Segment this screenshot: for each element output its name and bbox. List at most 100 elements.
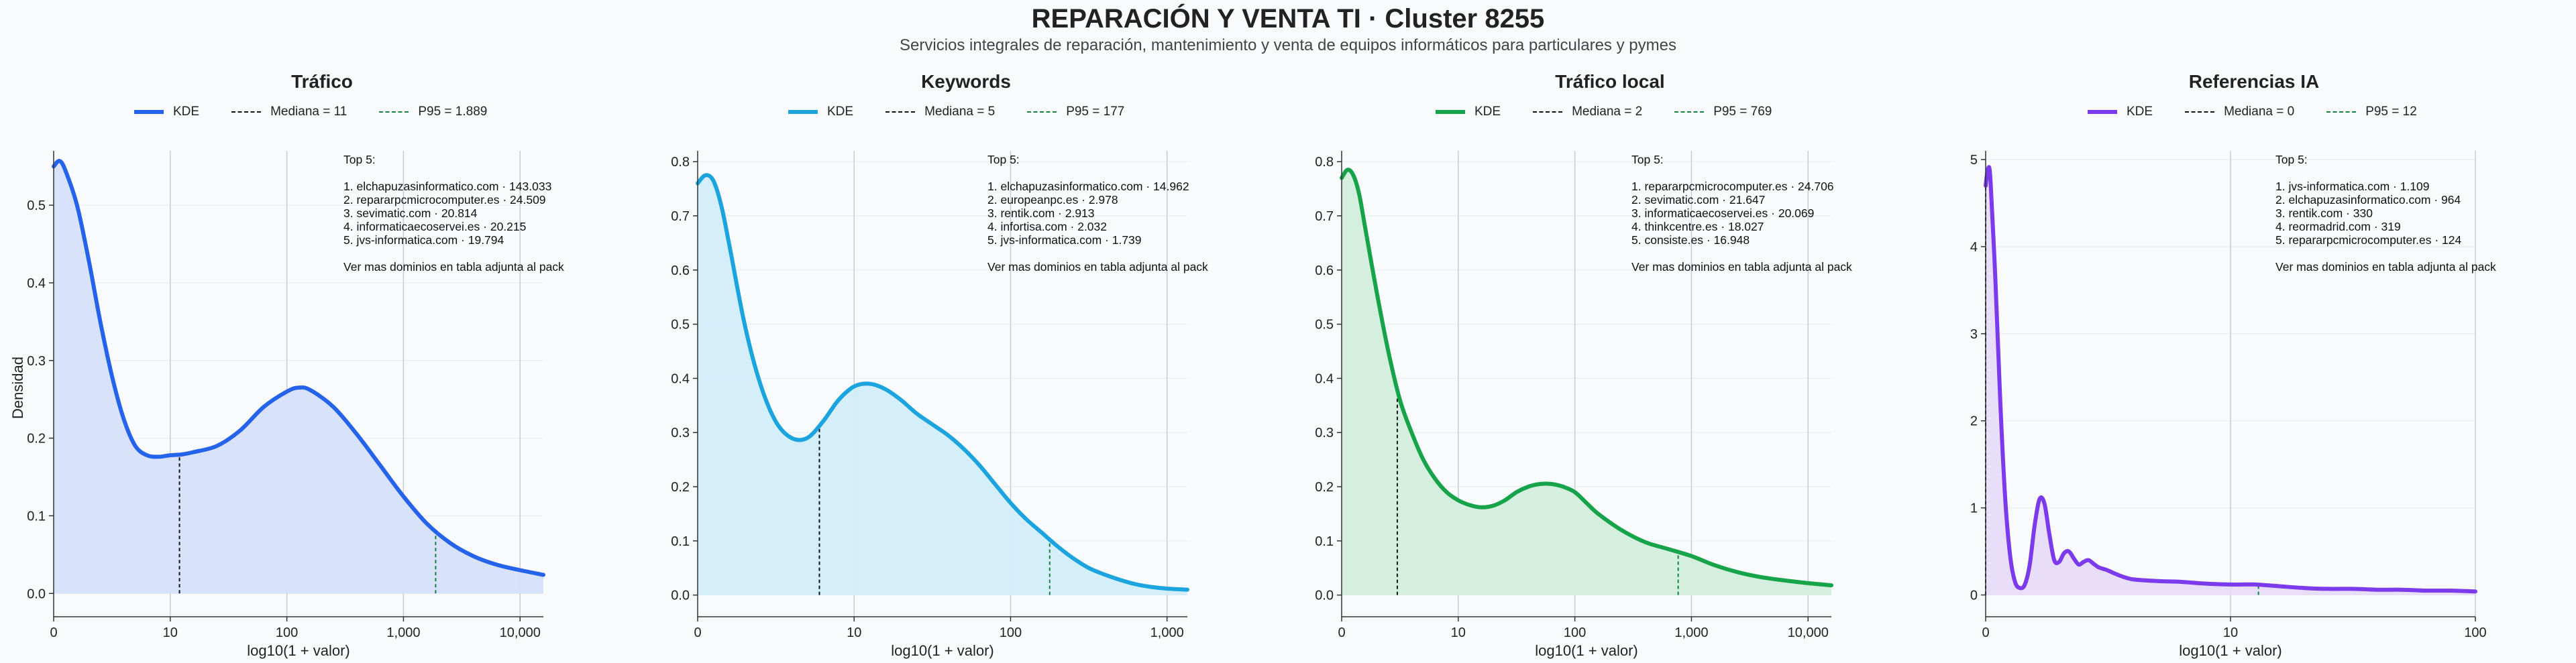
annotation-line: Ver mas dominios en tabla adjunta al pac… <box>987 260 1208 274</box>
x-tick-label: 10,000 <box>1788 625 1829 640</box>
main-title: REPARACIÓN Y VENTA TI · Cluster 8255 <box>1031 4 1545 34</box>
annotation-line: 3. sevimatic.com · 20.814 <box>343 206 478 220</box>
y-tick-label: 0.4 <box>1315 371 1334 386</box>
chart-plot: 0.0 0.1 0.2 0.3 0.4 0.5 0.6 0.7 0.8 0 10 100 1,000 10… <box>1315 151 1852 659</box>
y-tick-label: 0.8 <box>1315 155 1334 170</box>
y-tick-label: 0.1 <box>27 509 46 524</box>
kde-area <box>54 161 543 594</box>
legend-item-p95: P95 = 1.889 <box>379 105 487 119</box>
y-tick-label: 0.7 <box>1315 209 1334 224</box>
legend-p95-label: P95 = 1.889 <box>418 105 488 119</box>
legend-p95-label: P95 = 177 <box>1066 105 1125 119</box>
y-tick-label: 0.3 <box>27 354 46 369</box>
y-tick-label: 5 <box>1970 153 1978 168</box>
x-tick-label: 1,000 <box>1150 625 1184 640</box>
y-tick-label: 0.0 <box>1315 589 1334 603</box>
panel-trafico-local: Tráfico local KDE Mediana = 2 P95 = 769 … <box>1288 67 1932 663</box>
annotation-line: Ver mas dominios en tabla adjunta al pac… <box>343 260 564 274</box>
annotation-line: 5. jvs-informatica.com · 19.794 <box>343 233 504 247</box>
x-tick-label: 10,000 <box>500 625 541 640</box>
legend-item-kde: KDE <box>134 105 199 119</box>
annotation-line: Top 5: <box>343 153 376 166</box>
legend-median-label: Mediana = 11 <box>270 105 347 119</box>
annotation-line: 4. informaticaecoservei.es · 20.215 <box>343 220 526 233</box>
x-tick-label: 0 <box>694 625 701 640</box>
legend-p95-label: P95 = 12 <box>2365 105 2417 119</box>
legend-kde-label: KDE <box>1474 105 1501 119</box>
legend-kde-swatch <box>788 110 818 114</box>
panel-title: Keywords <box>921 71 1011 92</box>
annotation-line: 3. rentik.com · 330 <box>2275 206 2373 220</box>
x-tick-label: 0 <box>50 625 57 640</box>
annotation-line: Top 5: <box>2275 153 2308 166</box>
annotation-line: 1. elchapuzasinformatico.com · 14.962 <box>987 180 1189 193</box>
kde-area <box>698 175 1187 595</box>
legend-kde-swatch <box>134 110 164 114</box>
y-tick-label: 0.1 <box>671 534 690 549</box>
annotation-line: Top 5: <box>1631 153 1664 166</box>
kde-line <box>1984 165 2477 594</box>
annotation-line: 1. jvs-informatica.com · 1.109 <box>2275 180 2430 193</box>
legend: KDE Mediana = 2 P95 = 769 <box>1436 102 1804 122</box>
legend-median-label: Mediana = 5 <box>924 105 996 119</box>
x-tick-label: 100 <box>1000 625 1022 640</box>
annotation-line: 4. thinkcentre.es · 18.027 <box>1631 220 1764 233</box>
legend-item-p95: P95 = 12 <box>2326 105 2417 119</box>
y-tick-label: 0.2 <box>27 432 46 446</box>
x-axis-label: log10(1 + valor) <box>247 642 350 659</box>
y-tick-label: 1 <box>1970 501 1978 516</box>
x-tick-label: 100 <box>1564 625 1586 640</box>
y-tick-label: 0.5 <box>1315 318 1334 333</box>
legend-kde-swatch <box>2088 110 2117 114</box>
legend-kde-label: KDE <box>2127 105 2153 119</box>
x-axis-label: log10(1 + valor) <box>1535 642 1638 659</box>
annotation-line: 4. reormadrid.com · 319 <box>2275 220 2401 233</box>
legend-p95-label: P95 = 769 <box>1713 105 1772 119</box>
legend-median-label: Mediana = 0 <box>2224 105 2295 119</box>
kde-line <box>696 173 1189 592</box>
x-tick-label: 10 <box>1451 625 1466 640</box>
x-tick-label: 0 <box>1982 625 1989 640</box>
panel-title: Tráfico <box>291 71 353 92</box>
chart-plot: 0 1 2 3 4 5 0 10 100 log10(1 + valor) Top 5: 1. jvs… <box>1970 151 2496 659</box>
annotation-line: 1. elchapuzasinformatico.com · 143.033 <box>343 180 551 193</box>
y-tick-label: 0.8 <box>671 155 690 170</box>
x-axis-label: log10(1 + valor) <box>891 642 994 659</box>
panel-title: Tráfico local <box>1555 71 1665 92</box>
legend-median-swatch <box>231 111 262 113</box>
chart-plot: 0.0 0.1 0.2 0.3 0.4 0.5 0.6 0.7 0.8 0 10 100 1,000 lo… <box>671 151 1208 659</box>
annotation-line: 2. repararpcmicrocomputer.es · 24.509 <box>343 193 546 206</box>
legend: KDE Mediana = 5 P95 = 177 <box>788 102 1157 122</box>
panel-trafico: Tráfico KDE Mediana = 11 P95 = 1.889 Den… <box>0 67 644 663</box>
y-tick-label: 2 <box>1970 414 1978 429</box>
annotation-line: Top 5: <box>987 153 1020 166</box>
legend-median-swatch <box>885 111 916 113</box>
y-tick-label: 0.5 <box>27 198 46 213</box>
annotation-line: 5. jvs-informatica.com · 1.739 <box>987 233 1142 247</box>
y-tick-label: 0.2 <box>671 480 690 495</box>
legend-item-median: Mediana = 0 <box>2185 105 2294 119</box>
legend-item-kde: KDE <box>1436 105 1501 119</box>
kde-area <box>1342 170 1831 595</box>
y-tick-label: 3 <box>1970 327 1978 342</box>
legend-item-median: Mediana = 2 <box>1533 105 1642 119</box>
legend-median-swatch <box>2185 111 2215 113</box>
legend-p95-swatch <box>379 111 409 113</box>
y-tick-label: 0 <box>1970 589 1978 603</box>
kde-area <box>1986 167 2475 595</box>
annotation-line: Ver mas dominios en tabla adjunta al pac… <box>1631 260 1852 274</box>
legend-item-kde: KDE <box>2088 105 2153 119</box>
legend-kde-label: KDE <box>827 105 854 119</box>
chart-plot: 0.0 0.1 0.2 0.3 0.4 0.5 0 10 100 1,000 10,000 log10… <box>27 151 564 659</box>
y-tick-label: 0.3 <box>671 426 690 440</box>
y-tick-label: 0.4 <box>671 371 690 386</box>
annotation-line: 2. elchapuzasinformatico.com · 964 <box>2275 193 2461 206</box>
y-tick-label: 0.6 <box>1315 263 1334 278</box>
legend-kde-label: KDE <box>173 105 200 119</box>
y-tick-label: 0.0 <box>27 587 46 601</box>
legend-median-label: Mediana = 2 <box>1572 105 1643 119</box>
panel-keywords: Keywords KDE Mediana = 5 P95 = 177 0.0 0.… <box>644 67 1288 663</box>
legend-item-median: Mediana = 5 <box>885 105 995 119</box>
kde-line <box>52 159 545 577</box>
legend-kde-swatch <box>1436 110 1465 114</box>
